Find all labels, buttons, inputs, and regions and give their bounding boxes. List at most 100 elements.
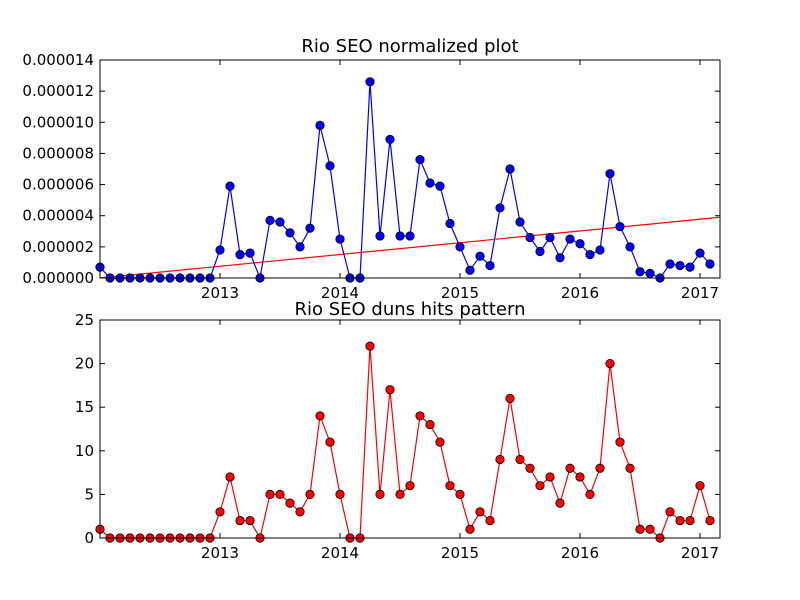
data-point [495, 454, 505, 465]
y-tick-label: 0.000014 [22, 51, 94, 69]
data-point [375, 231, 385, 241]
data-point [385, 385, 395, 395]
data-point [285, 228, 295, 238]
data-point [545, 232, 555, 243]
data-point [455, 489, 465, 499]
data-point [595, 245, 605, 255]
data-point [245, 515, 255, 526]
y-tick-label: 0.000000 [22, 269, 94, 287]
y-tick-label: 10 [75, 442, 94, 460]
data-point [285, 498, 295, 508]
plot-area [100, 320, 720, 538]
data-point [275, 217, 285, 227]
data-point [275, 489, 285, 499]
data-point [475, 507, 485, 517]
data-point [325, 161, 335, 171]
data-point [675, 260, 685, 271]
data-point [315, 411, 325, 421]
data-point [415, 411, 425, 421]
data-point [445, 481, 455, 491]
data-point [425, 420, 435, 430]
data-point [625, 242, 635, 252]
data-point [615, 437, 625, 447]
data-point [365, 77, 375, 87]
data-point [335, 234, 345, 244]
x-tick-label: 2014 [321, 284, 359, 302]
data-point [555, 253, 565, 263]
data-point [335, 489, 345, 499]
chart-title: Rio SEO duns hits pattern [295, 299, 526, 320]
data-point [305, 489, 315, 499]
data-point [495, 203, 505, 213]
chart-title: Rio SEO normalized plot [301, 36, 518, 57]
x-tick-label: 2017 [681, 284, 719, 302]
data-point [695, 481, 705, 491]
data-point [595, 463, 605, 473]
plot-frame [99, 59, 721, 279]
y-tick-label: 20 [75, 355, 94, 373]
data-point [615, 222, 625, 232]
data-point [445, 218, 455, 229]
data-point [295, 507, 305, 517]
data-point [235, 250, 245, 260]
data-point [535, 481, 545, 491]
data-point [235, 515, 245, 526]
data-point [465, 265, 475, 275]
chart-duns-hits: Rio SEO duns hits pattern 0 5 10 15 20 25 201… [75, 299, 721, 562]
data-point [365, 341, 375, 351]
data-point [405, 231, 415, 241]
data-point [665, 507, 675, 517]
data-point [475, 251, 485, 261]
x-tick-label: 2015 [441, 284, 479, 302]
x-tick-label: 2017 [681, 544, 719, 562]
data-point [425, 178, 435, 188]
data-point [625, 463, 635, 473]
y-tick-label: 0.000008 [22, 144, 94, 162]
data-point [485, 260, 495, 271]
x-tick-label: 2016 [561, 544, 599, 562]
data-point [525, 232, 535, 243]
data-point [695, 248, 705, 258]
data-point [465, 524, 475, 534]
data-point [545, 472, 555, 482]
chart-normalized: Rio SEO normalized plot 0.000000 0.000002… [22, 36, 721, 302]
data-point [305, 223, 315, 233]
data-point [585, 250, 595, 260]
y-tick-label: 0.000004 [22, 207, 94, 225]
data-point [515, 217, 525, 227]
data-point [325, 437, 335, 447]
data-point [585, 489, 595, 499]
data-point [535, 246, 545, 257]
y-tick-label: 0.000006 [22, 176, 94, 194]
data-point [215, 507, 225, 517]
data-point [705, 515, 715, 526]
data-point [245, 248, 255, 258]
data-point [665, 259, 675, 269]
x-tick-label: 2013 [201, 544, 239, 562]
y-tick-label: 25 [75, 311, 94, 329]
data-point [575, 472, 585, 482]
x-tick-label: 2016 [561, 284, 599, 302]
plot-area [100, 60, 720, 278]
y-tick-label: 15 [75, 398, 94, 416]
data-point [635, 524, 645, 534]
data-point [645, 524, 655, 534]
y-tick-label: 0 [84, 529, 94, 547]
x-tick-label: 2015 [441, 544, 479, 562]
data-point [705, 259, 715, 269]
data-point [565, 234, 575, 244]
y-tick-label: 0.000010 [22, 113, 94, 131]
data-point [575, 239, 585, 249]
data-point [225, 472, 235, 482]
data-point [435, 437, 445, 447]
data-point [565, 463, 575, 473]
data-point [675, 515, 685, 526]
data-point [485, 515, 495, 526]
data-point [505, 164, 515, 174]
data-point [635, 267, 645, 277]
data-point [265, 215, 275, 225]
data-point [605, 358, 615, 369]
data-point [505, 393, 515, 404]
data-point [315, 120, 325, 131]
